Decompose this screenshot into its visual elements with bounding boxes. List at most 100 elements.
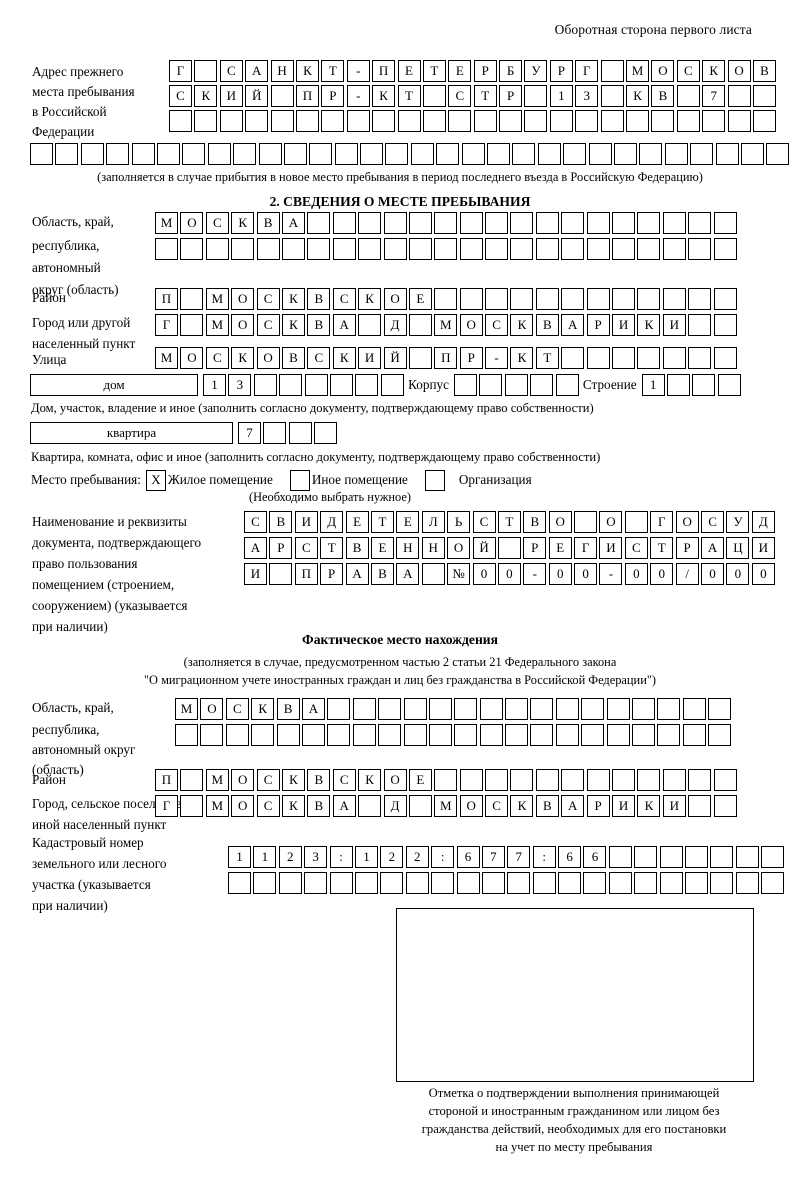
char-cell[interactable] — [510, 288, 534, 310]
char-cell[interactable]: А — [396, 563, 420, 585]
char-cell[interactable] — [606, 698, 630, 720]
char-cell[interactable]: В — [269, 511, 293, 533]
char-cell[interactable] — [535, 212, 559, 234]
char-cell[interactable] — [608, 846, 632, 868]
char-cell[interactable]: О — [180, 212, 204, 234]
char-cell[interactable] — [505, 724, 529, 746]
char-cell[interactable] — [626, 110, 650, 132]
char-cell[interactable] — [278, 872, 302, 894]
char-cell[interactable]: № — [447, 563, 471, 585]
char-cell[interactable] — [182, 143, 206, 165]
char-cell[interactable] — [354, 872, 378, 894]
char-cell[interactable] — [352, 724, 376, 746]
char-cell[interactable]: К — [281, 795, 305, 817]
char-cell[interactable]: Г — [155, 795, 178, 817]
char-cell[interactable]: О — [200, 698, 224, 720]
char-cell[interactable] — [301, 724, 325, 746]
char-cell[interactable] — [752, 85, 776, 107]
char-cell[interactable]: С — [676, 60, 700, 82]
char-cell[interactable] — [358, 795, 382, 817]
char-cell[interactable] — [473, 110, 497, 132]
char-cell[interactable] — [309, 143, 333, 165]
char-cell[interactable] — [360, 143, 384, 165]
char-cell[interactable] — [549, 110, 573, 132]
char-cell[interactable] — [586, 288, 610, 310]
char-cell[interactable] — [690, 143, 714, 165]
char-cell[interactable] — [263, 422, 287, 444]
char-cell[interactable] — [606, 724, 630, 746]
char-cell[interactable] — [329, 872, 353, 894]
char-cell[interactable] — [454, 698, 478, 720]
char-cell[interactable] — [676, 85, 700, 107]
char-cell[interactable]: С — [225, 698, 249, 720]
char-cell[interactable] — [612, 769, 636, 791]
char-cell[interactable]: Т — [320, 537, 344, 559]
char-cell[interactable] — [403, 698, 427, 720]
char-cell[interactable]: С — [256, 795, 280, 817]
s3-cadastral-row-2[interactable] — [228, 872, 787, 894]
char-cell[interactable] — [453, 374, 477, 396]
char-cell[interactable]: 1 — [641, 374, 665, 396]
char-cell[interactable] — [685, 872, 709, 894]
char-cell[interactable] — [740, 143, 764, 165]
char-cell[interactable] — [428, 724, 452, 746]
s2-flat-line[interactable]: квартира 7 — [30, 422, 340, 444]
char-cell[interactable]: К — [194, 85, 218, 107]
char-cell[interactable] — [588, 143, 612, 165]
char-cell[interactable]: - — [485, 347, 509, 369]
prev-address-row-4[interactable] — [30, 143, 792, 165]
char-cell[interactable] — [535, 238, 559, 260]
char-cell[interactable]: В — [523, 511, 547, 533]
char-cell[interactable]: Е — [396, 511, 420, 533]
char-cell[interactable]: Т — [370, 511, 394, 533]
char-cell[interactable]: М — [155, 212, 178, 234]
char-cell[interactable]: Н — [421, 537, 445, 559]
char-cell[interactable]: Ь — [447, 511, 471, 533]
char-cell[interactable]: 0 — [497, 563, 521, 585]
char-cell[interactable] — [535, 288, 559, 310]
char-cell[interactable]: Г — [169, 60, 192, 82]
char-cell[interactable] — [422, 85, 446, 107]
char-cell[interactable]: О — [675, 511, 699, 533]
char-cell[interactable] — [662, 238, 686, 260]
char-cell[interactable]: О — [256, 347, 280, 369]
char-cell[interactable] — [561, 769, 585, 791]
char-cell[interactable] — [555, 724, 579, 746]
char-cell[interactable] — [180, 288, 204, 310]
char-cell[interactable] — [485, 769, 509, 791]
char-cell[interactable]: О — [231, 795, 255, 817]
char-cell[interactable] — [479, 374, 503, 396]
char-cell[interactable] — [270, 85, 294, 107]
char-cell[interactable] — [710, 846, 734, 868]
char-cell[interactable] — [735, 846, 759, 868]
char-cell[interactable] — [228, 872, 251, 894]
char-cell[interactable] — [207, 143, 231, 165]
char-cell[interactable] — [510, 238, 534, 260]
char-cell[interactable] — [329, 374, 353, 396]
char-cell[interactable]: С — [307, 347, 331, 369]
char-cell[interactable]: А — [345, 563, 369, 585]
char-cell[interactable]: О — [651, 60, 675, 82]
char-cell[interactable]: Р — [320, 563, 344, 585]
char-cell[interactable]: 0 — [574, 563, 598, 585]
s2-stay-type-row[interactable]: Место пребывания: X Жилое помещение Иное… — [31, 469, 537, 491]
char-cell[interactable]: Т — [397, 85, 421, 107]
char-cell[interactable]: Е — [345, 511, 369, 533]
char-cell[interactable]: С — [485, 795, 509, 817]
char-cell[interactable]: Г — [155, 314, 178, 336]
char-cell[interactable] — [194, 60, 218, 82]
char-cell[interactable]: 0 — [751, 563, 775, 585]
char-cell[interactable]: А — [332, 795, 356, 817]
char-cell[interactable]: Р — [523, 537, 547, 559]
char-cell[interactable] — [713, 314, 737, 336]
char-cell[interactable] — [156, 143, 180, 165]
char-cell[interactable]: 0 — [726, 563, 750, 585]
char-cell[interactable] — [380, 872, 404, 894]
char-cell[interactable]: В — [535, 314, 559, 336]
char-cell[interactable]: К — [281, 769, 305, 791]
char-cell[interactable]: Р — [675, 537, 699, 559]
char-cell[interactable]: И — [612, 795, 636, 817]
